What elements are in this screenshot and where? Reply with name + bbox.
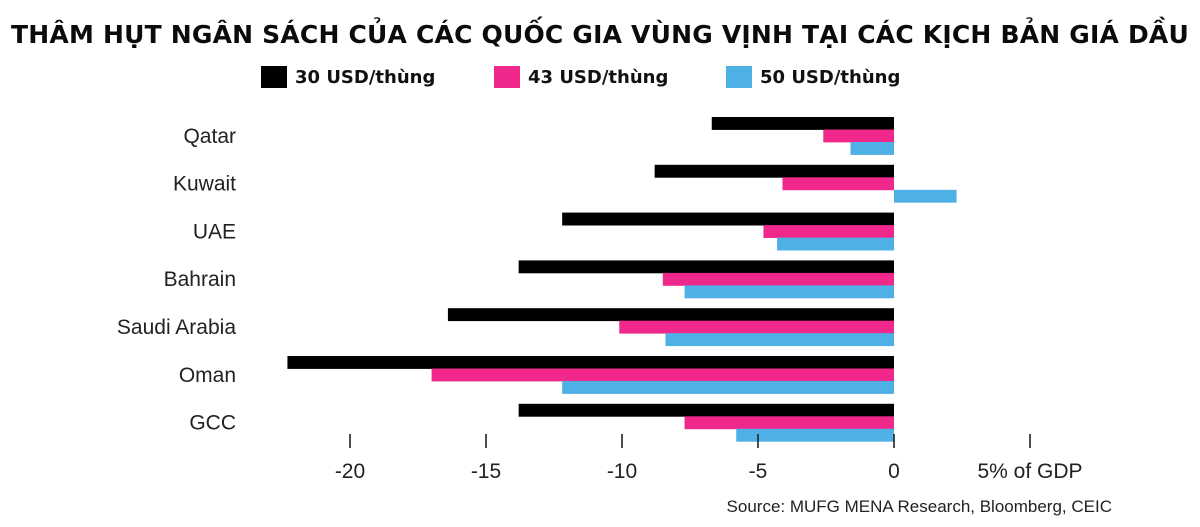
category-label-uae: UAE <box>193 220 236 243</box>
bar-bahrain-30 <box>518 260 894 274</box>
bar-kuwait-43 <box>782 177 894 191</box>
bar-qatar-43 <box>823 129 894 143</box>
bar-saudi-arabia-30 <box>447 308 894 322</box>
bar-saudi-arabia-43 <box>619 320 894 334</box>
x-tick-label-0: 0 <box>888 460 900 483</box>
legend-label-50: 50 USD/thùng <box>760 66 901 88</box>
category-label-bahrain: Bahrain <box>164 268 236 291</box>
x-tick-label--15: -15 <box>471 460 501 483</box>
bar-gcc-30 <box>518 403 894 417</box>
category-label-qatar: Qatar <box>183 125 236 148</box>
chart-title: THÂM HỤT NGÂN SÁCH CỦA CÁC QUỐC GIA VÙNG… <box>11 20 1189 49</box>
bar-uae-43 <box>763 225 894 238</box>
x-axis-unit-label: 5% of GDP <box>977 460 1082 483</box>
legend-item-50: 50 USD/thùng <box>726 66 900 88</box>
bar-uae-50 <box>777 237 894 251</box>
legend: 30 USD/thùng 43 USD/thùng 50 USD/thùng <box>0 66 1200 92</box>
category-label-kuwait: Kuwait <box>173 173 236 196</box>
bar-gcc-50 <box>736 428 894 442</box>
legend-swatch-43 <box>494 66 520 88</box>
bar-kuwait-30 <box>654 164 894 178</box>
x-tick-label--5: -5 <box>749 460 768 483</box>
bar-bahrain-50 <box>684 285 894 299</box>
bar-oman-43 <box>431 368 894 382</box>
bar-saudi-arabia-50 <box>665 333 894 347</box>
legend-item-43: 43 USD/thùng <box>494 66 668 88</box>
bar-bahrain-43 <box>662 272 894 286</box>
legend-swatch-50 <box>726 66 752 88</box>
bar-oman-30 <box>287 356 894 369</box>
bar-kuwait-50 <box>894 189 957 203</box>
bar-oman-50 <box>562 381 894 394</box>
x-tick-label--10: -10 <box>607 460 637 483</box>
bar-gcc-43 <box>684 416 894 430</box>
legend-label-30: 30 USD/thùng <box>295 66 436 88</box>
source-note: Source: MUFG MENA Research, Bloomberg, C… <box>726 497 1112 516</box>
bar-qatar-30 <box>711 117 894 130</box>
x-tick-label--20: -20 <box>335 460 365 483</box>
bar-qatar-50 <box>850 142 894 155</box>
category-label-gcc: GCC <box>189 412 236 435</box>
category-label-saudi-arabia: Saudi Arabia <box>117 316 236 339</box>
bar-uae-30 <box>562 212 894 226</box>
category-label-oman: Oman <box>179 364 236 387</box>
legend-item-30: 30 USD/thùng <box>261 66 435 88</box>
legend-swatch-30 <box>261 66 287 88</box>
legend-label-43: 43 USD/thùng <box>528 66 669 88</box>
